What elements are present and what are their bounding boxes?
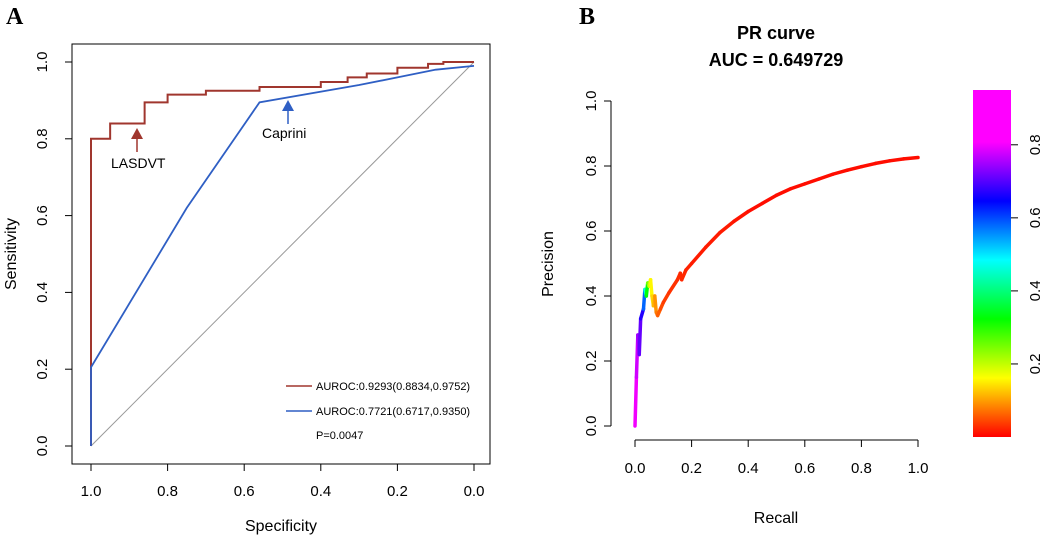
roc-y-tick-label: 0.0 xyxy=(34,436,51,457)
roc-chart-panel: A 1.0 0.8 0.6 0.4 0.2 0.0 0.0 0.2 0.4 0.6 0.8 1.0 L… xyxy=(3,4,491,535)
annotation-caprini: Caprini xyxy=(262,100,306,141)
pr-curve-segment xyxy=(661,291,671,305)
annotation-lasdvt-label: LASDVT xyxy=(111,155,166,171)
threshold-colorbar xyxy=(973,90,1011,437)
pr-curve-segment xyxy=(760,193,779,206)
pr-curve xyxy=(633,155,920,428)
roc-x-tick-label: 0.8 xyxy=(157,483,178,500)
pr-curve-segment xyxy=(788,182,807,191)
roc-y-tick-label: 0.4 xyxy=(34,282,51,303)
p-value-label: P=0.0047 xyxy=(316,430,363,442)
pr-curve-segment xyxy=(633,375,639,428)
roc-y-tick-label: 0.6 xyxy=(34,205,51,226)
annotation-lasdvt: LASDVT xyxy=(111,128,166,171)
pr-curve-segment xyxy=(689,245,708,266)
pr-curve-segment xyxy=(803,177,821,186)
colorbar-tick-label: 0.2 xyxy=(1027,354,1044,375)
legend-entry-lasdvt: AUROC:0.9293(0.8834,0.9752) xyxy=(316,381,470,393)
pr-x-tick-label: 0.4 xyxy=(738,460,759,477)
pr-curve-segment xyxy=(746,201,765,214)
roc-axes: 1.0 0.8 0.6 0.4 0.2 0.0 0.0 0.2 0.4 0.6 0.8 1.0 xyxy=(34,52,484,500)
pr-chart-panel: B PR curve AUC = 0.649729 0.0 0.2 0.4 0.6 0.… xyxy=(540,4,1044,527)
pr-x-tick-label: 1.0 xyxy=(908,460,929,477)
panel-letter-a: A xyxy=(6,4,24,30)
roc-x-axis-title: Specificity xyxy=(245,518,317,535)
roc-y-tick-label: 0.8 xyxy=(34,128,51,149)
pr-curve-segment xyxy=(718,219,736,235)
arrow-caprini-head xyxy=(282,100,294,111)
pr-y-tick-label: 1.0 xyxy=(583,91,600,112)
pr-y-tick-label: 0.6 xyxy=(583,221,600,242)
pr-curve-segment xyxy=(653,294,658,314)
pr-curve-segment xyxy=(637,317,643,357)
colorbar-ticks: 0.2 0.4 0.6 0.8 xyxy=(1011,134,1044,374)
pr-curve-segment xyxy=(774,187,793,197)
roc-x-tick-label: 0.2 xyxy=(387,483,408,500)
roc-x-tick-label: 0.4 xyxy=(310,483,331,500)
roc-legend: AUROC:0.9293(0.8834,0.9752) AUROC:0.7721… xyxy=(286,381,470,442)
pr-chart-subtitle: AUC = 0.649729 xyxy=(709,50,844,70)
roc-x-tick-label: 1.0 xyxy=(81,483,102,500)
legend-entry-caprini: AUROC:0.7721(0.6717,0.9350) xyxy=(316,406,470,418)
pr-y-tick-label: 0.8 xyxy=(583,156,600,177)
pr-x-tick-label: 0.2 xyxy=(681,460,702,477)
pr-y-tick-label: 0.0 xyxy=(583,416,600,437)
colorbar-tick-label: 0.6 xyxy=(1027,207,1044,228)
roc-reference-diagonal xyxy=(90,61,475,447)
pr-curve-segment xyxy=(873,159,892,166)
roc-plot-frame xyxy=(71,43,491,465)
pr-x-tick-label: 0.8 xyxy=(851,460,872,477)
pr-y-tick-label: 0.4 xyxy=(583,286,600,307)
pr-curve-segment xyxy=(817,172,835,181)
pr-curve-segment xyxy=(831,168,849,176)
pr-curve-segment xyxy=(859,161,878,169)
arrow-lasdvt-head xyxy=(131,128,143,139)
roc-y-axis-title: Sensitivity xyxy=(3,218,20,290)
roc-y-tick-label: 1.0 xyxy=(34,52,51,73)
pr-x-tick-label: 0.6 xyxy=(794,460,815,477)
roc-curve-caprini xyxy=(90,64,475,446)
panel-letter-b: B xyxy=(579,4,595,30)
pr-x-tick-label: 0.0 xyxy=(625,460,646,477)
roc-curve-lasdvt xyxy=(90,61,474,446)
pr-curve-segment xyxy=(648,278,654,298)
colorbar-tick-label: 0.4 xyxy=(1027,280,1044,301)
roc-x-tick-label: 0.6 xyxy=(234,483,255,500)
pr-chart-title: PR curve xyxy=(737,23,815,43)
pr-curve-segment xyxy=(902,155,920,161)
colorbar-tick-label: 0.8 xyxy=(1027,134,1044,155)
pr-x-axis-title: Recall xyxy=(754,510,798,527)
pr-curve-segment xyxy=(667,278,680,295)
pr-y-axis-title: Precision xyxy=(540,231,557,297)
roc-y-tick-label: 0.2 xyxy=(34,359,51,380)
pr-curve-segment xyxy=(887,157,906,163)
roc-x-tick-label: 0.0 xyxy=(464,483,485,500)
pr-axes: 0.0 0.2 0.4 0.6 0.8 1.0 0.0 0.2 0.4 0.6 0.8 1.0 xyxy=(583,91,928,477)
pr-curve-segment xyxy=(704,230,722,249)
pr-y-tick-label: 0.2 xyxy=(583,351,600,372)
annotation-caprini-label: Caprini xyxy=(262,125,306,141)
pr-curve-segment xyxy=(679,268,688,282)
pr-curve-segment xyxy=(732,209,750,223)
pr-curve-segment xyxy=(845,164,864,172)
